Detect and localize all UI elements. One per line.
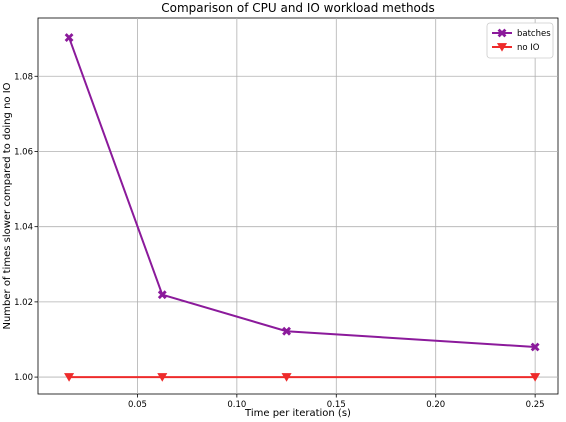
data-point-no-io	[64, 373, 75, 382]
legend-marker-no-io	[496, 43, 508, 52]
x-axis-ticks: 0.05 0.10 0.15 0.20 0.25	[128, 394, 545, 410]
data-point-batches	[282, 326, 291, 336]
legend-marker-batches	[497, 28, 507, 38]
y-axis-label: Number of times slower compared to doing…	[2, 82, 13, 329]
x-tick-label: 0.20	[426, 400, 445, 410]
plot-area	[37, 17, 559, 395]
series-line-batches	[68, 37, 536, 348]
x-tick-label: 0.10	[227, 400, 246, 410]
data-point-batches	[64, 33, 74, 42]
y-tick-label: 1.00	[14, 373, 33, 383]
y-tick-label: 1.02	[14, 298, 33, 308]
legend-label-batches: batches	[517, 29, 551, 39]
x-tick-label: 0.15	[327, 400, 346, 410]
y-axis-ticks: 1.00 1.02 1.04 1.06 1.08	[14, 72, 38, 383]
legend: batches no IO	[486, 22, 554, 59]
data-point-batches	[157, 290, 167, 300]
y-tick-label: 1.06	[14, 147, 33, 157]
x-axis-label: Time per iteration (s)	[244, 408, 351, 419]
series-layer	[64, 33, 541, 382]
data-point-no-io	[157, 373, 168, 382]
data-point-no-io	[530, 373, 541, 382]
x-tick-label: 0.05	[128, 400, 147, 410]
y-tick-label: 1.08	[14, 72, 33, 82]
x-tick-label: 0.25	[526, 400, 545, 410]
legend-label-no-io: no IO	[517, 43, 540, 53]
chart-title: Comparison of CPU and IO workload method…	[161, 1, 435, 15]
y-tick-label: 1.04	[14, 223, 33, 233]
data-point-no-io	[281, 373, 292, 382]
data-point-batches	[530, 342, 540, 352]
